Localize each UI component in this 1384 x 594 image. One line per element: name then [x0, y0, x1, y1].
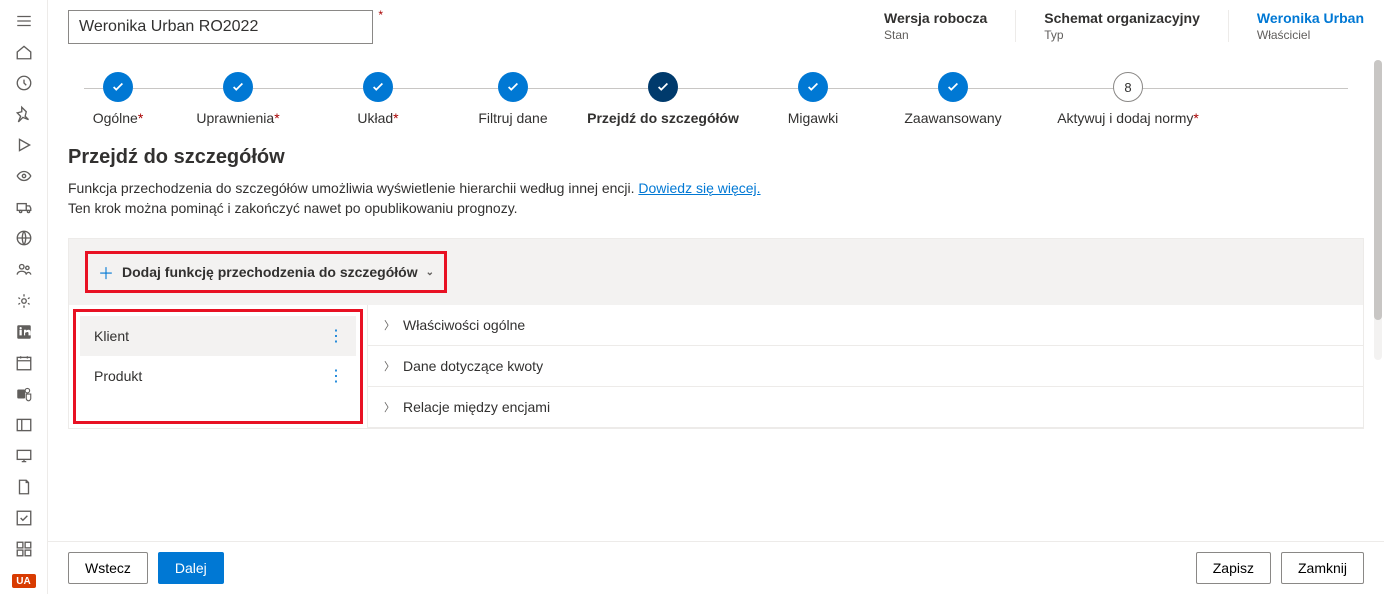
ua-badge: UA: [12, 574, 36, 588]
teams-icon[interactable]: [8, 381, 40, 406]
document-icon[interactable]: [8, 475, 40, 500]
accordion-title: Właściwości ogólne: [403, 317, 525, 333]
highlight-add-button: ＋ Dodaj funkcję przechodzenia do szczegó…: [85, 251, 447, 293]
meta-label: Weronika Urban: [1257, 10, 1364, 26]
step-check-icon: [498, 72, 528, 102]
step-label: Migawki: [788, 110, 839, 126]
more-options-icon[interactable]: ⋮: [328, 326, 342, 346]
panel-icon[interactable]: [8, 412, 40, 437]
step-label: Zaawansowany: [904, 110, 1001, 126]
drilldown-detail-panel: 〉 Właściwości ogólne 〉 Dane dotyczące kwoty…: [367, 305, 1363, 428]
wizard-step[interactable]: Filtruj dane: [448, 72, 578, 126]
wizard-footer: Wstecz Dalej Zapisz Zamknij: [48, 541, 1384, 594]
plus-icon: ＋: [98, 260, 114, 284]
step-check-icon: [938, 72, 968, 102]
people-icon[interactable]: [8, 257, 40, 282]
section-title: Przejdź do szczegółów: [68, 146, 1364, 169]
step-check-icon: [103, 72, 133, 102]
header-meta-status: Wersja robocza Stan: [884, 10, 987, 42]
accordion-title: Dane dotyczące kwoty: [403, 358, 543, 374]
save-button[interactable]: Zapisz: [1196, 552, 1271, 584]
learn-more-link[interactable]: Dowiedz się więcej.: [638, 180, 760, 196]
checklist-icon[interactable]: [8, 506, 40, 531]
vertical-scrollbar[interactable]: [1374, 60, 1382, 360]
meta-label: Wersja robocza: [884, 10, 987, 26]
wizard-steps: Ogólne* Uprawnienia* Układ* Filtruj dane Prz…: [48, 44, 1384, 138]
grid-icon[interactable]: [8, 537, 40, 562]
drilldown-config-panel: ＋ Dodaj funkcję przechodzenia do szczegó…: [68, 238, 1364, 429]
chevron-right-icon: 〉: [384, 317, 395, 333]
next-button[interactable]: Dalej: [158, 552, 224, 584]
header-meta-type: Schemat organizacyjny Typ: [1044, 10, 1200, 42]
wizard-step[interactable]: Przejdź do szczegółów: [578, 72, 748, 126]
drilldown-list-item[interactable]: Produkt ⋮: [80, 356, 356, 396]
wizard-step[interactable]: Uprawnienia*: [168, 72, 308, 126]
step-label: Układ*: [357, 110, 398, 126]
section-description: Funkcja przechodzenia do szczegółów umoż…: [68, 179, 1364, 218]
chevron-down-icon: ⌄: [426, 267, 434, 278]
config-name-input[interactable]: [68, 10, 373, 44]
left-nav-sidebar: UA: [0, 0, 48, 594]
meta-label: Schemat organizacyjny: [1044, 10, 1200, 26]
wizard-step[interactable]: Układ*: [308, 72, 448, 126]
step-label: Przejdź do szczegółów: [587, 110, 739, 126]
accordion-section[interactable]: 〉 Dane dotyczące kwoty: [368, 346, 1363, 387]
globe-icon[interactable]: [8, 226, 40, 251]
pin-icon[interactable]: [8, 101, 40, 126]
settings-icon[interactable]: [8, 288, 40, 313]
step-check-icon: [798, 72, 828, 102]
more-options-icon[interactable]: ⋮: [328, 366, 342, 386]
drilldown-list-panel: Klient ⋮ Produkt ⋮: [73, 309, 363, 424]
meta-sub: Stan: [884, 28, 987, 42]
step-check-icon: [363, 72, 393, 102]
hamburger-icon[interactable]: [8, 8, 40, 33]
meta-sub: Typ: [1044, 28, 1200, 42]
required-asterisk: *: [378, 8, 383, 22]
step-label: Ogólne*: [93, 110, 144, 126]
wizard-step[interactable]: Ogólne*: [68, 72, 168, 126]
step-number-icon: 8: [1113, 72, 1143, 102]
play-icon[interactable]: [8, 132, 40, 157]
home-icon[interactable]: [8, 39, 40, 64]
chevron-right-icon: 〉: [384, 358, 395, 374]
list-item-label: Produkt: [94, 368, 142, 384]
accordion-section[interactable]: 〉 Właściwości ogólne: [368, 305, 1363, 346]
step-check-icon: [648, 72, 678, 102]
add-button-label: Dodaj funkcję przechodzenia do szczegółó…: [122, 264, 418, 280]
step-label: Aktywuj i dodaj normy*: [1057, 110, 1199, 126]
drilldown-list-item[interactable]: Klient ⋮: [80, 316, 356, 356]
chevron-right-icon: 〉: [384, 399, 395, 415]
desc-text: Funkcja przechodzenia do szczegółów umoż…: [68, 180, 638, 196]
close-button[interactable]: Zamknij: [1281, 552, 1364, 584]
step-label: Filtruj dane: [478, 110, 547, 126]
linkedin-icon[interactable]: [8, 319, 40, 344]
back-button[interactable]: Wstecz: [68, 552, 148, 584]
recent-icon[interactable]: [8, 70, 40, 95]
meta-sub: Właściciel: [1257, 28, 1364, 42]
wizard-step[interactable]: Zaawansowany: [878, 72, 1028, 126]
step-check-icon: [223, 72, 253, 102]
accordion-section[interactable]: 〉 Relacje między encjami: [368, 387, 1363, 428]
calendar-icon[interactable]: [8, 350, 40, 375]
monitor-icon[interactable]: [8, 444, 40, 469]
desc-text-2: Ten krok można pominąć i zakończyć nawet…: [68, 200, 518, 216]
main-content: * Wersja robocza Stan Schemat organizacy…: [48, 0, 1384, 594]
wizard-step[interactable]: Migawki: [748, 72, 878, 126]
step-label: Uprawnienia*: [196, 110, 279, 126]
list-item-label: Klient: [94, 328, 129, 344]
accordion-title: Relacje między encjami: [403, 399, 550, 415]
page-header: * Wersja robocza Stan Schemat organizacy…: [48, 0, 1384, 44]
add-drilldown-button[interactable]: ＋ Dodaj funkcję przechodzenia do szczegó…: [90, 256, 442, 288]
eye-icon[interactable]: [8, 164, 40, 189]
wizard-step[interactable]: 8 Aktywuj i dodaj normy*: [1028, 72, 1228, 126]
header-meta-owner[interactable]: Weronika Urban Właściciel: [1257, 10, 1364, 42]
truck-icon[interactable]: [8, 195, 40, 220]
